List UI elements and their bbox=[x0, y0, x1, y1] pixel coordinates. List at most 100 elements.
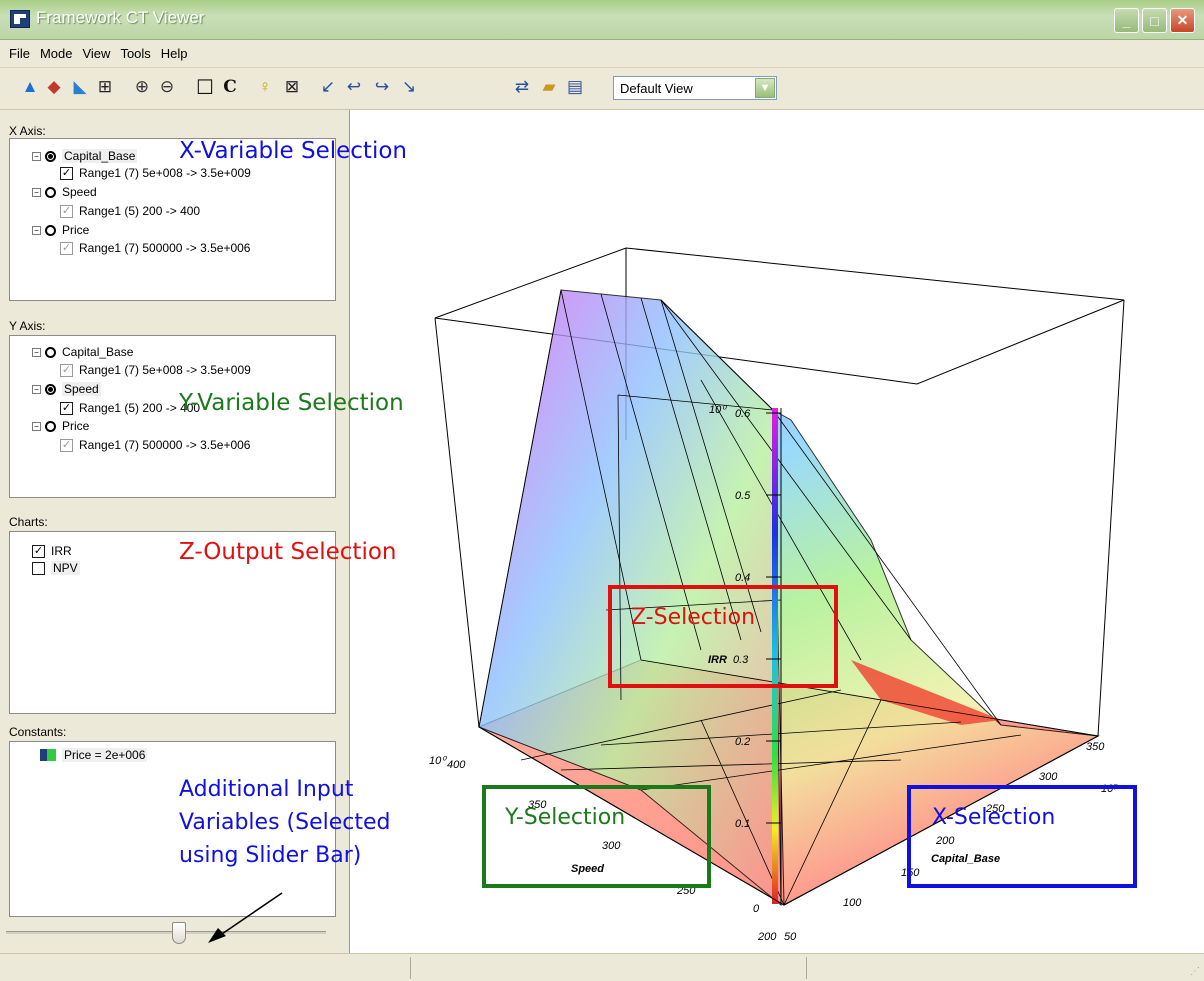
x-axis-item-label: Speed bbox=[62, 185, 97, 199]
shaded-mode-icon[interactable]: ◣ bbox=[73, 77, 87, 96]
zoom-out-icon[interactable]: ⊖ bbox=[159, 77, 175, 96]
y-tick-label: 300 bbox=[602, 840, 621, 852]
z-tick-label: 0.4 bbox=[735, 572, 750, 584]
z-ticks bbox=[766, 412, 781, 824]
ridge-surface bbox=[851, 660, 1001, 725]
constants-label: Constants: bbox=[9, 725, 67, 739]
checkbox-unchecked-icon[interactable] bbox=[32, 561, 45, 575]
radio-selected-icon[interactable] bbox=[45, 150, 56, 162]
y-axis-range-speed[interactable]: ✓ Range1 (5) 200 -> 400 bbox=[60, 399, 200, 417]
range-text: Range1 (7) 5e+008 -> 3.5e+009 bbox=[79, 363, 251, 377]
checkbox-disabled-icon[interactable]: ✓ bbox=[60, 204, 73, 218]
print-icon[interactable]: ▤ bbox=[566, 77, 584, 96]
x-axis-range-price[interactable]: ✓ Range1 (7) 500000 -> 3.5e+006 bbox=[60, 239, 250, 257]
radio-unselected-icon[interactable] bbox=[45, 346, 56, 358]
x-tick-label: 200 bbox=[935, 835, 955, 847]
chevron-down-icon[interactable]: ▼ bbox=[755, 78, 775, 98]
y-axis-tree: − Capital_Base ✓ Range1 (7) 5e+008 -> 3.… bbox=[9, 335, 336, 498]
resize-grip-icon[interactable]: ⋰ bbox=[1190, 966, 1200, 977]
view-select[interactable]: Default View ▼ bbox=[613, 76, 777, 100]
x-axis-tree: − Capital_Base ✓ Range1 (7) 5e+008 -> 3.… bbox=[9, 138, 336, 301]
rotate-left-icon[interactable]: ↙ bbox=[320, 77, 336, 96]
zoom-in-icon[interactable]: ⊕ bbox=[134, 77, 150, 96]
annotation-z-output: Z-Output Selection bbox=[179, 539, 397, 565]
c-icon[interactable]: C bbox=[223, 77, 237, 97]
triangle-icon[interactable]: ▲ bbox=[21, 77, 39, 96]
collapse-icon[interactable]: − bbox=[32, 421, 41, 431]
charts-label: Charts: bbox=[9, 515, 48, 529]
collapse-icon[interactable]: − bbox=[32, 347, 41, 357]
constant-item-price[interactable]: Price = 2e+006 bbox=[40, 746, 148, 764]
radio-unselected-icon[interactable] bbox=[45, 224, 56, 236]
z-tick-label: 0.5 bbox=[735, 490, 751, 502]
x-axis-item-speed[interactable]: − Speed bbox=[32, 183, 97, 201]
collapse-icon[interactable]: − bbox=[32, 384, 41, 394]
collapse-icon[interactable]: − bbox=[32, 151, 41, 161]
y-axis-item-price[interactable]: − Price bbox=[32, 417, 89, 435]
checkbox-checked-icon[interactable]: ✓ bbox=[60, 401, 73, 415]
z-tick-label: 0.2 bbox=[735, 736, 750, 748]
x-selection-box bbox=[907, 785, 1137, 888]
x-axis-range-capital-base[interactable]: ✓ Range1 (7) 5e+008 -> 3.5e+009 bbox=[60, 164, 251, 182]
y-axis-range-price[interactable]: ✓ Range1 (7) 500000 -> 3.5e+006 bbox=[60, 436, 250, 454]
checkbox-disabled-icon[interactable]: ✓ bbox=[60, 241, 73, 255]
checkbox-checked-icon[interactable]: ✓ bbox=[32, 544, 45, 558]
radio-unselected-icon[interactable] bbox=[45, 186, 56, 198]
checkbox-checked-icon[interactable]: ✓ bbox=[60, 166, 73, 180]
menu-mode[interactable]: Mode bbox=[39, 46, 73, 61]
x-axis-range-speed[interactable]: ✓ Range1 (5) 200 -> 400 bbox=[60, 202, 200, 220]
z-tick-label: 0.6 bbox=[735, 408, 751, 420]
chart-item-label: NPV bbox=[51, 561, 80, 575]
rotate-right-icon[interactable]: ↪ bbox=[374, 77, 390, 96]
surface-plot[interactable]: 0.6 0.5 0.4 0.3 0.2 0.1 0 IRR 10⁰ 50 100… bbox=[350, 110, 1204, 953]
x-axis-item-price[interactable]: − Price bbox=[32, 221, 89, 239]
right-surface bbox=[660, 299, 1100, 906]
status-bar: ⋰ bbox=[0, 953, 1204, 981]
x-tick-label: 50 bbox=[784, 931, 797, 943]
collapse-icon[interactable]: − bbox=[32, 225, 41, 235]
constant-slider-thumb[interactable] bbox=[172, 922, 186, 944]
rotate-back-icon[interactable]: ↩ bbox=[346, 77, 362, 96]
plot-viewport[interactable]: 0.6 0.5 0.4 0.3 0.2 0.1 0 IRR 10⁰ 50 100… bbox=[349, 110, 1204, 953]
y-selection-box bbox=[482, 785, 711, 888]
minimize-button[interactable]: _ bbox=[1114, 8, 1139, 33]
y-exponent-label: 10⁰ bbox=[429, 755, 447, 767]
view-select-value: Default View bbox=[620, 81, 693, 96]
z-tick-label: 0 bbox=[753, 903, 760, 915]
menu-tools[interactable]: Tools bbox=[120, 46, 151, 61]
grid-icon[interactable]: ⊞ bbox=[97, 77, 113, 96]
checkbox-disabled-icon[interactable]: ✓ bbox=[60, 363, 73, 377]
y-axis-label: Speed bbox=[571, 863, 604, 875]
menu-view[interactable]: View bbox=[82, 46, 111, 61]
lightbulb-icon[interactable]: ♀ bbox=[258, 77, 272, 96]
y-axis-item-speed[interactable]: − Speed bbox=[32, 380, 101, 398]
export-icon[interactable]: ⇄ bbox=[514, 77, 530, 96]
checkbox-disabled-icon[interactable]: ✓ bbox=[60, 438, 73, 452]
constant-slider-track[interactable] bbox=[6, 931, 326, 934]
annotation-line: Additional Input bbox=[179, 777, 354, 802]
y-axis-item-capital-base[interactable]: − Capital_Base bbox=[32, 343, 133, 361]
chart-item-npv[interactable]: NPV bbox=[32, 559, 80, 577]
annotation-x-variable: X-Variable Selection bbox=[179, 138, 407, 164]
menu-file[interactable]: File bbox=[9, 46, 30, 61]
radio-selected-icon[interactable] bbox=[45, 383, 56, 395]
maximize-button[interactable]: □ bbox=[1142, 8, 1167, 33]
x-axis-item-capital-base[interactable]: − Capital_Base bbox=[32, 147, 138, 165]
charts-tree: ✓ IRR NPV bbox=[9, 531, 336, 714]
radio-unselected-icon[interactable] bbox=[45, 420, 56, 432]
surface-mode-icon[interactable]: ◆ bbox=[47, 77, 61, 96]
close-button[interactable]: ✕ bbox=[1170, 8, 1195, 33]
x-axis-item-label: Capital_Base bbox=[62, 149, 138, 163]
rotate-down-icon[interactable]: ↘ bbox=[401, 77, 417, 96]
box-icon[interactable]: ☐ bbox=[196, 76, 214, 99]
frame-icon[interactable]: ⊠ bbox=[284, 77, 300, 96]
open-folder-icon[interactable]: ▰ bbox=[542, 77, 556, 96]
z-tick-label: 0.3 bbox=[733, 654, 749, 666]
x-tick-label: 100 bbox=[843, 897, 862, 909]
collapse-icon[interactable]: − bbox=[32, 187, 41, 197]
menu-help[interactable]: Help bbox=[160, 46, 188, 61]
constants-tree: Price = 2e+006 bbox=[9, 741, 336, 917]
range-text: Range1 (7) 500000 -> 3.5e+006 bbox=[79, 241, 251, 255]
chart-item-irr[interactable]: ✓ IRR bbox=[32, 542, 72, 560]
y-axis-range-capital-base[interactable]: ✓ Range1 (7) 5e+008 -> 3.5e+009 bbox=[60, 361, 251, 379]
